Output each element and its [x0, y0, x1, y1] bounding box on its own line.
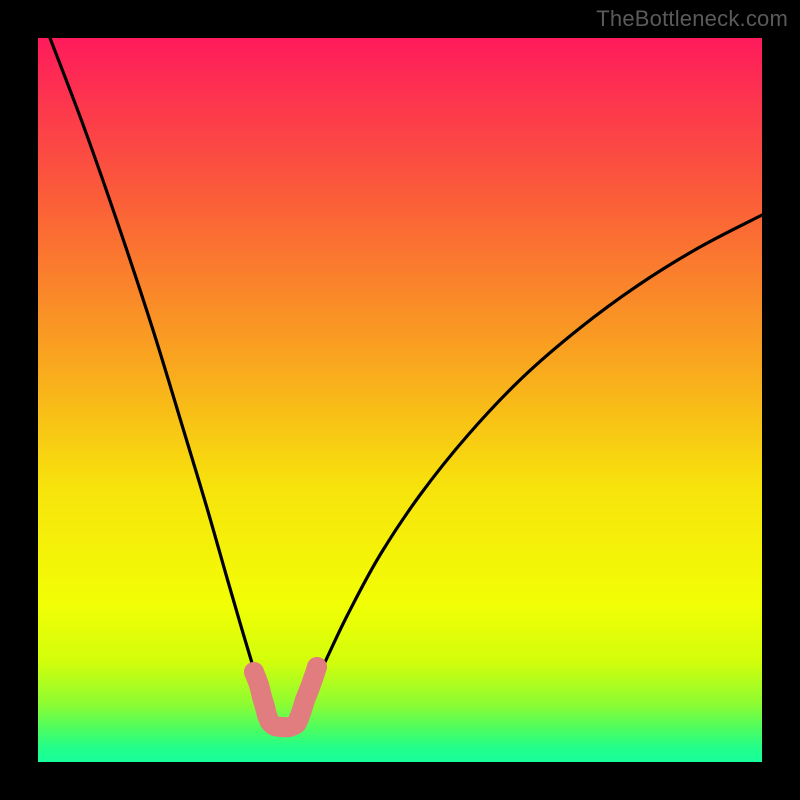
gradient-plot-background: [38, 38, 762, 762]
watermark-text: TheBottleneck.com: [596, 6, 788, 32]
